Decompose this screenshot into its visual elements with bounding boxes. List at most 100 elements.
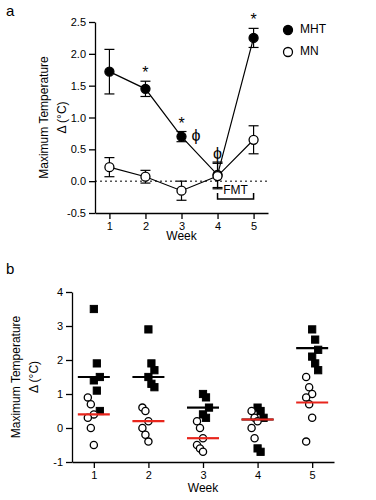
legend-marker xyxy=(284,48,293,57)
marker xyxy=(248,407,255,414)
tick-label: 5 xyxy=(251,220,257,232)
tick-mark xyxy=(109,213,110,219)
bracket-label: FMT xyxy=(223,183,248,197)
tick-mark xyxy=(89,117,95,118)
error-cap xyxy=(249,125,259,126)
error-cap xyxy=(249,153,259,154)
tick: 1 xyxy=(57,388,72,400)
tick: 2 xyxy=(57,354,72,366)
y-axis-title: Δ (°C) xyxy=(27,361,41,393)
tick-mark xyxy=(89,181,95,182)
legend: MHTMN xyxy=(284,22,327,58)
tick: -0.5 xyxy=(67,207,95,219)
marker xyxy=(251,435,258,442)
tick-label: 1 xyxy=(57,388,63,400)
mean-line xyxy=(187,407,219,409)
error-bar xyxy=(177,132,187,142)
tick: 4 xyxy=(57,286,72,298)
tick-mark xyxy=(253,213,254,219)
plot-area xyxy=(78,305,328,455)
mean-line xyxy=(78,376,110,378)
panel-1: b-10123412345WeekMaximum TemperatureΔ (°… xyxy=(6,260,335,495)
marker xyxy=(105,67,114,76)
marker xyxy=(139,424,146,431)
tick-label: 1 xyxy=(107,220,113,232)
tick-label: 3 xyxy=(200,469,206,481)
error-bar xyxy=(104,49,114,94)
marker xyxy=(90,441,97,448)
marker xyxy=(312,336,319,343)
error-bar xyxy=(249,28,259,47)
tick-mark xyxy=(312,462,313,468)
tick-label: 1.0 xyxy=(71,112,86,124)
marker xyxy=(303,373,310,380)
tick-label: 2 xyxy=(57,354,63,366)
mean-line xyxy=(78,413,110,415)
tick-mark xyxy=(66,360,72,361)
panel-0: a-0.50.00.51.01.52.02.512345WeekMaximum … xyxy=(6,2,327,243)
x-axis: 1 2 3 4 5 xyxy=(73,462,335,481)
tick: 2 xyxy=(146,462,152,481)
tick-mark xyxy=(66,428,72,429)
marker xyxy=(202,394,209,401)
tick-mark xyxy=(203,462,204,468)
error-cap xyxy=(140,96,150,97)
marker xyxy=(151,384,158,391)
tick-mark xyxy=(89,86,95,87)
tick-label: 2 xyxy=(143,220,149,232)
tick: -1 xyxy=(53,456,72,468)
error-bar xyxy=(177,181,187,200)
x-axis-title: Week xyxy=(166,229,197,243)
tick-label: 0.0 xyxy=(71,175,86,187)
marker xyxy=(213,172,222,181)
tick-label: 2.0 xyxy=(71,48,86,60)
marker xyxy=(248,424,255,431)
error-cap xyxy=(177,200,187,201)
tick-mark xyxy=(89,213,95,214)
tick-label: 4 xyxy=(255,469,261,481)
tick-label: -0.5 xyxy=(67,207,86,219)
tick: 0.5 xyxy=(71,143,95,155)
axis-line xyxy=(95,23,96,214)
marker xyxy=(202,414,209,421)
axis-line xyxy=(72,293,73,463)
tick-mark xyxy=(217,213,218,219)
tick-label: 4 xyxy=(57,286,63,298)
marker xyxy=(177,132,186,141)
annotation: * xyxy=(250,11,256,28)
tick: 4 xyxy=(255,462,261,481)
marker xyxy=(249,33,258,42)
annotation: * xyxy=(142,64,148,81)
error-cap xyxy=(177,181,187,182)
marker xyxy=(257,448,264,455)
marker xyxy=(177,186,186,195)
error-cap xyxy=(104,176,114,177)
marker xyxy=(312,360,319,367)
marker xyxy=(93,360,100,367)
tick-label: 5 xyxy=(310,469,316,481)
bracket: FMT xyxy=(218,183,254,199)
tick: 4 xyxy=(215,213,221,232)
marker xyxy=(84,394,91,401)
marker xyxy=(105,163,114,172)
panel-label: b xyxy=(6,260,14,277)
mean-line xyxy=(242,418,274,420)
error-cap xyxy=(140,170,150,171)
marker xyxy=(193,418,200,425)
marker xyxy=(257,407,264,414)
marker xyxy=(309,326,316,333)
marker xyxy=(142,407,149,414)
tick: 3 xyxy=(200,462,206,481)
tick: 2.5 xyxy=(71,16,95,28)
tick-mark xyxy=(66,326,72,327)
y-axis-title: Δ (°C) xyxy=(55,101,69,133)
marker xyxy=(93,387,100,394)
error-cap xyxy=(249,47,259,48)
tick-label: 1 xyxy=(91,469,97,481)
marker xyxy=(145,326,152,333)
tick: 0 xyxy=(57,422,72,434)
tick-mark xyxy=(89,22,95,23)
mean-line xyxy=(132,376,164,378)
error-bar xyxy=(213,163,223,188)
marker xyxy=(142,431,149,438)
